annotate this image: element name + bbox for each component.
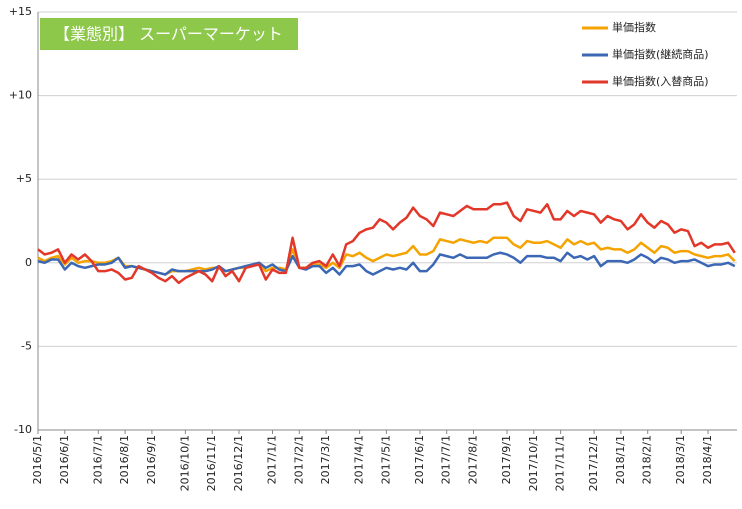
x-tick-label: 2017/1/1	[266, 435, 279, 484]
series-line	[37, 201, 736, 285]
x-tick-label: 2016/9/1	[145, 435, 158, 484]
y-tick-label: +15	[9, 5, 32, 18]
series-line	[37, 251, 736, 276]
x-tick-label: 2018/2/1	[641, 435, 654, 484]
legend-label: 単価指数(入替商品)	[612, 74, 709, 88]
x-tick-label: 2016/7/1	[91, 435, 104, 484]
x-tick-label: 2017/2/1	[292, 435, 305, 484]
x-tick-label: 2016/10/1	[178, 435, 191, 491]
y-tick-label: -10	[14, 423, 32, 436]
x-tick-label: 2016/8/1	[118, 435, 131, 484]
x-tick-label: 2017/11/1	[554, 435, 567, 491]
x-tick-label: 2016/12/1	[232, 435, 245, 491]
y-tick-label: +5	[16, 172, 32, 185]
y-tick-label: -5	[21, 339, 32, 352]
x-tick-label: 2016/5/1	[31, 435, 44, 484]
x-tick-label: 2017/4/1	[353, 435, 366, 484]
x-tick-label: 2018/4/1	[701, 435, 714, 484]
x-tick-label: 2018/3/1	[674, 435, 687, 484]
legend-label: 単価指数(継続商品)	[612, 47, 709, 61]
x-tick-label: 2017/5/1	[379, 435, 392, 484]
x-tick-label: 2017/10/1	[527, 435, 540, 491]
x-tick-label: 2017/9/1	[500, 435, 513, 484]
y-tick-label: 0	[25, 256, 32, 269]
x-tick-label: 2017/6/1	[413, 435, 426, 484]
x-tick-label: 2017/7/1	[440, 435, 453, 484]
x-tick-label: 2017/8/1	[467, 435, 480, 484]
chart-title: 【業態別】 スーパーマーケット	[54, 25, 283, 44]
title-box	[40, 18, 298, 50]
y-tick-label: +10	[9, 89, 32, 102]
x-tick-label: 2017/3/1	[319, 435, 332, 484]
x-tick-label: 2017/12/1	[587, 435, 600, 491]
legend-label: 単価指数	[612, 20, 656, 34]
x-tick-label: 2016/6/1	[58, 435, 71, 484]
x-tick-label: 2018/1/1	[614, 435, 627, 484]
x-tick-label: 2016/11/1	[205, 435, 218, 491]
